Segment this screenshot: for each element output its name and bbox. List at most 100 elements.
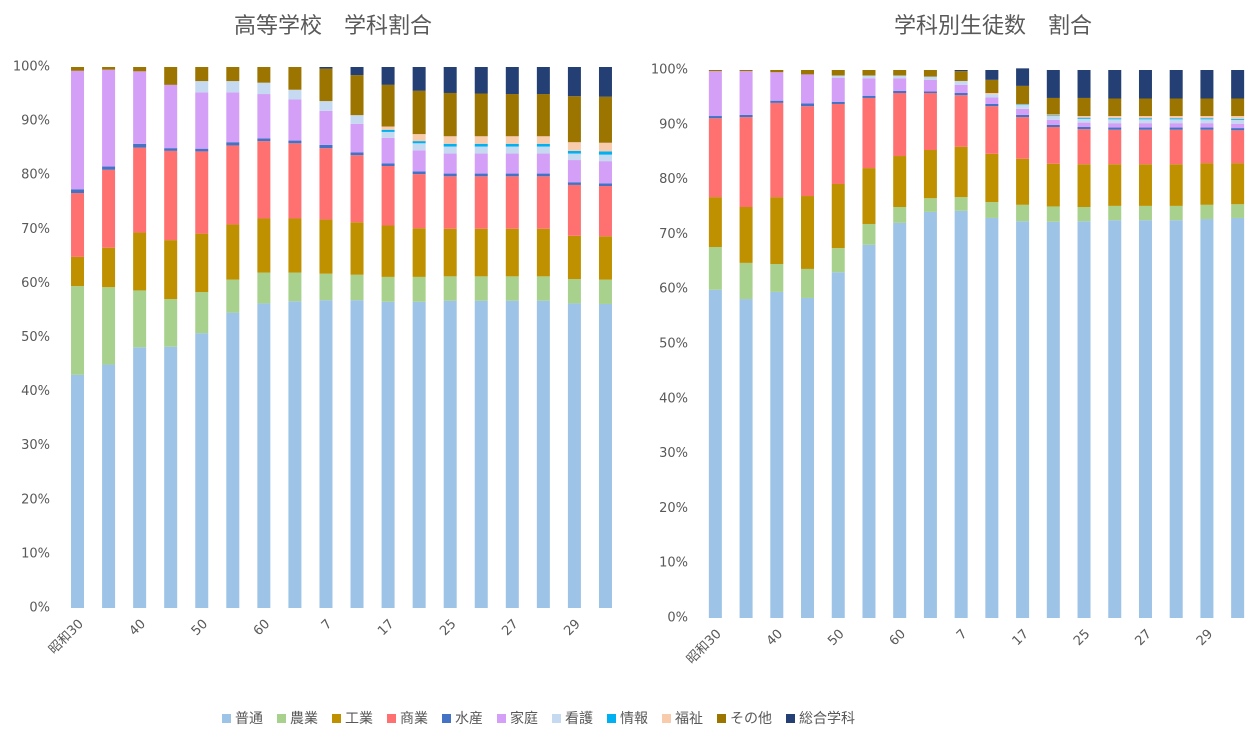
bar-segment: [505, 300, 519, 608]
bar-segment: [598, 142, 612, 152]
x-tick-label: 17: [375, 617, 397, 639]
legend-swatch: [387, 714, 396, 723]
bar-segment: [1016, 68, 1030, 86]
bar-segment: [1169, 98, 1183, 117]
legend-label: 水産: [455, 711, 483, 727]
bar-segment: [133, 147, 147, 233]
bar-segment: [505, 67, 519, 95]
bar-segment: [1077, 126, 1091, 130]
bar-segment: [770, 70, 784, 73]
bar-segment: [1016, 85, 1030, 104]
bar-segment: [288, 272, 302, 302]
bar-segment: [923, 150, 937, 199]
bar-segment: [1046, 116, 1060, 120]
bar-segment: [257, 138, 271, 142]
x-tick-label: 17: [1010, 627, 1032, 649]
bar-segment: [288, 143, 302, 219]
legend-label: 家庭: [510, 710, 538, 727]
bar-segment: [831, 272, 845, 618]
bar-segment: [1138, 129, 1152, 165]
bar-segment: [985, 106, 999, 154]
bar-segment: [567, 142, 581, 151]
bar-segment: [319, 148, 333, 220]
bar-segment: [1200, 204, 1214, 220]
bar-segment: [708, 70, 722, 72]
bar-segment: [1138, 205, 1152, 221]
bar-segment: [1077, 129, 1091, 165]
bar-segment: [536, 153, 550, 174]
bar-segment: [381, 276, 395, 302]
bar-segment: [474, 228, 488, 277]
bar-segment: [536, 176, 550, 229]
bar-segment: [1169, 123, 1183, 128]
bar-segment: [133, 232, 147, 291]
bar-segment: [133, 290, 147, 348]
bar-segment: [505, 176, 519, 229]
x-tick-label: 25: [1071, 627, 1093, 649]
bar-segment: [257, 303, 271, 608]
chart-title: 高等学校 学科割合: [234, 14, 432, 39]
bar-segment: [1077, 207, 1091, 222]
bar-segment: [443, 136, 457, 144]
bar-segment: [412, 143, 426, 151]
bar-segment: [474, 300, 488, 608]
bar-segment: [443, 146, 457, 154]
bar-segment: [1200, 129, 1214, 164]
bar-segment: [862, 244, 876, 618]
bar-segment: [505, 94, 519, 137]
legend-label: 総合学科: [799, 711, 855, 727]
bar-segment: [71, 67, 85, 71]
bar-segment: [923, 198, 937, 212]
bar-segment: [862, 78, 876, 96]
bar-segment: [770, 291, 784, 618]
bar-segment: [567, 182, 581, 185]
bar-segment: [536, 67, 550, 95]
bar-segment: [831, 248, 845, 273]
bar-segment: [412, 174, 426, 229]
bar-segment: [226, 279, 240, 313]
bar-segment: [1200, 118, 1214, 120]
bar-segment: [954, 95, 968, 147]
bar-segment: [1108, 119, 1122, 124]
bar-segment: [443, 228, 457, 277]
bar-segment: [1046, 97, 1060, 115]
bar-segment: [1138, 70, 1152, 99]
bar-segment: [1200, 98, 1214, 117]
legend-swatch: [442, 714, 451, 723]
y-tick-label: 0%: [29, 601, 50, 616]
bar-segment: [770, 72, 784, 101]
bar-segment: [1108, 70, 1122, 99]
bar-segment: [598, 303, 612, 608]
bar-segment: [195, 151, 209, 234]
bar-segment: [1169, 205, 1183, 221]
bar-segment: [1046, 114, 1060, 116]
bar-segment: [862, 75, 876, 79]
bar-segment: [381, 67, 395, 85]
bar-segment: [708, 197, 722, 248]
bar-segment: [1077, 97, 1091, 117]
x-tick-label: 29: [1194, 627, 1216, 649]
bar-segment: [862, 223, 876, 245]
bar-segment: [1169, 70, 1183, 99]
bar-segment: [1138, 123, 1152, 128]
bar-segment: [985, 70, 999, 80]
bar-segment: [536, 173, 550, 177]
x-tick-label: 27: [499, 617, 521, 639]
bar-segment: [536, 228, 550, 277]
bar-segment: [923, 79, 937, 92]
bar-segment: [257, 67, 271, 83]
bar-segment: [1108, 129, 1122, 165]
bar-segment: [226, 142, 240, 146]
chart-title: 学科別生徒数 割合: [894, 14, 1092, 39]
bar-segment: [226, 67, 240, 82]
bar-segment: [288, 140, 302, 144]
bar-segment: [1046, 163, 1060, 207]
y-tick-label: 70%: [659, 227, 688, 242]
bar-segment: [1108, 98, 1122, 117]
bar-segment: [1108, 123, 1122, 128]
bar-segment: [195, 67, 209, 82]
bar-segment: [443, 173, 457, 177]
y-tick-label: 40%: [21, 384, 50, 399]
y-tick-label: 90%: [21, 114, 50, 129]
bar-segment: [412, 150, 426, 172]
